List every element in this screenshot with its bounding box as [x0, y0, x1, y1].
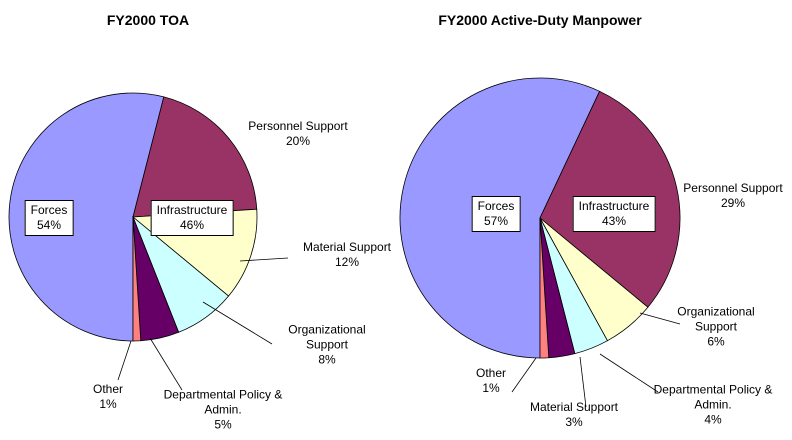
- slice-name: Material Support: [302, 240, 392, 254]
- slice-value: 54%: [36, 218, 62, 232]
- slice-name: Forces: [477, 199, 515, 213]
- slice-name: Material Support: [529, 400, 619, 414]
- annotation-text: Infrastructure: [578, 199, 650, 213]
- slice-name: Other: [92, 382, 124, 396]
- slice-label: Material Support 12%: [303, 240, 391, 270]
- slice-name: Departmental Policy & Admin.: [163, 387, 283, 417]
- slice-label: Material Support 3%: [530, 400, 618, 430]
- annotation: Infrastructure 43%: [572, 196, 656, 232]
- slice-label: Personnel Support 20%: [248, 119, 347, 149]
- slice-value: 12%: [334, 255, 360, 269]
- slice-value: 4%: [704, 412, 722, 427]
- slice-label: Forces 57%: [471, 196, 521, 232]
- slice-value: 3%: [565, 415, 583, 429]
- slice-name: Forces: [30, 203, 68, 217]
- leader-line: [511, 357, 537, 393]
- slice-name: Personnel Support: [683, 181, 783, 195]
- annotation-value: 43%: [601, 214, 627, 228]
- pie-slice: [132, 216, 142, 342]
- slice-name: Organizational Support: [288, 322, 366, 352]
- annotation-value: 46%: [179, 218, 205, 232]
- slice-value: 29%: [720, 196, 746, 210]
- slice-value: 1%: [99, 397, 117, 411]
- pie-slice: [132, 96, 258, 218]
- slice-value: 1%: [482, 381, 500, 395]
- slice-value: 20%: [285, 134, 311, 148]
- slice-label: Departmental Policy & Admin. 5%: [153, 388, 293, 433]
- slice-label: Other 1%: [93, 382, 123, 412]
- leader-line: [239, 257, 289, 262]
- slice-value: 5%: [214, 417, 232, 432]
- slice-name: Departmental Policy & Admin.: [653, 382, 773, 412]
- annotation-text: Infrastructure: [156, 203, 228, 217]
- chart-title: FY2000 Active-Duty Manpower: [438, 12, 642, 28]
- slice-name: Personnel Support: [248, 119, 348, 133]
- leader-line: [149, 337, 183, 391]
- leader-line: [202, 301, 273, 345]
- slice-label: Departmental Policy & Admin. 4%: [643, 383, 783, 428]
- slice-name: Other: [475, 366, 507, 380]
- slice-label: Organizational Support 8%: [280, 323, 375, 368]
- slice-value: 57%: [483, 214, 509, 228]
- slice-value: 6%: [707, 334, 725, 349]
- slice-label: Organizational Support 6%: [669, 305, 764, 350]
- slice-label: Personnel Support 29%: [683, 181, 782, 211]
- leader-line: [599, 353, 659, 393]
- leader-line: [117, 340, 132, 381]
- slice-label: Other 1%: [476, 366, 506, 396]
- pie-slice: [539, 217, 550, 359]
- pie-slice: [8, 92, 165, 342]
- annotation: Infrastructure 46%: [150, 200, 234, 236]
- slice-label: Forces 54%: [24, 200, 74, 236]
- slice-name: Organizational Support: [677, 304, 755, 334]
- chart-title: FY2000 TOA: [106, 12, 190, 28]
- slice-value: 8%: [318, 352, 336, 367]
- leader-line: [639, 312, 681, 325]
- leader-line: [579, 356, 587, 408]
